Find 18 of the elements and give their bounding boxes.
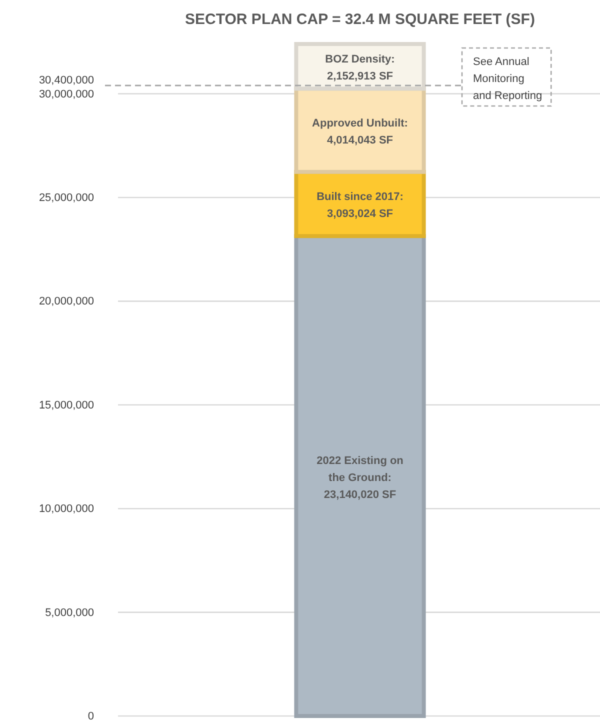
chart-title: SECTOR PLAN CAP = 32.4 M SQUARE FEET (SF) xyxy=(185,11,535,28)
y-tick-label: 15,000,000 xyxy=(38,399,94,412)
annotation: See Annual Monitoring and Reporting xyxy=(473,56,542,102)
y-tick-label: 30,000,000 xyxy=(38,88,94,100)
series-label: 2022 Existing on the Ground: xyxy=(316,455,404,484)
data-label: 4,014,043 SF xyxy=(326,134,394,146)
series-label: Built since 2017: xyxy=(316,190,404,203)
y-tick-label: 10,000,000 xyxy=(38,503,94,516)
y-tick-label: 5,000,000 xyxy=(45,606,94,619)
y-tick-label: 30,400,000 xyxy=(38,74,94,86)
y-tick-label: 25,000,000 xyxy=(38,192,94,204)
series-label: BOZ Density: xyxy=(325,53,395,66)
y-tick-label: 0 xyxy=(88,710,94,723)
series-label: Approved Unbuilt: xyxy=(312,117,408,130)
data-label: 2,152,913 SF xyxy=(326,70,394,82)
data-label: 3,093,024 SF xyxy=(326,208,394,220)
y-tick-label: 20,000,000 xyxy=(38,296,94,308)
data-label: 23,140,020 SF xyxy=(324,489,396,502)
